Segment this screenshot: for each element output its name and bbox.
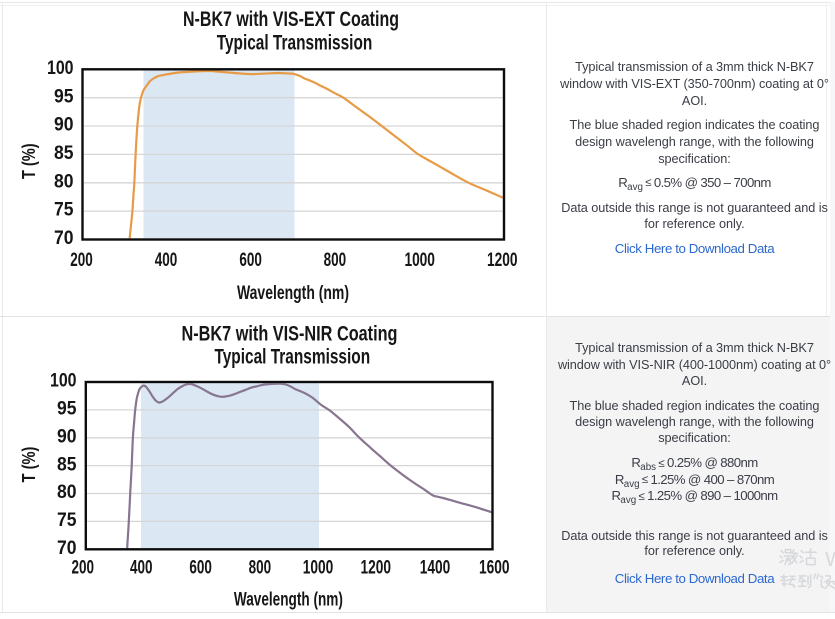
svg-text:800: 800 (249, 558, 272, 579)
svg-text:200: 200 (70, 250, 93, 271)
svg-text:100: 100 (47, 58, 74, 79)
svg-text:600: 600 (189, 558, 212, 579)
svg-text:85: 85 (57, 454, 77, 475)
svg-text:100: 100 (50, 371, 77, 392)
svg-text:85: 85 (54, 143, 74, 164)
svg-text:Typical Transmission: Typical Transmission (217, 30, 373, 54)
svg-text:1400: 1400 (420, 558, 451, 579)
svg-text:Typical Transmission: Typical Transmission (214, 345, 370, 369)
svg-text:70: 70 (54, 228, 74, 249)
svg-text:95: 95 (54, 86, 74, 107)
svg-text:N-BK7 with VIS-NIR Coating: N-BK7 with VIS-NIR Coating (182, 322, 398, 346)
svg-text:800: 800 (324, 250, 347, 271)
svg-text:200: 200 (72, 558, 95, 579)
svg-text:T (%): T (%) (18, 447, 39, 483)
svg-text:600: 600 (239, 250, 262, 271)
svg-text:W: W (825, 549, 835, 571)
svg-text:80: 80 (57, 482, 77, 503)
svg-text:400: 400 (130, 558, 153, 579)
svg-text:N-BK7 with VIS-EXT Coating: N-BK7 with VIS-EXT Coating (183, 7, 399, 31)
svg-text:75: 75 (57, 510, 77, 531)
svg-text:70: 70 (57, 538, 77, 559)
svg-text:1600: 1600 (479, 558, 510, 579)
svg-text:1000: 1000 (303, 558, 334, 579)
svg-text:T (%): T (%) (18, 143, 39, 179)
svg-text:80: 80 (54, 171, 74, 192)
svg-text:Wavelength (nm): Wavelength (nm) (237, 283, 349, 304)
svg-text:400: 400 (155, 250, 178, 271)
svg-text:95: 95 (57, 398, 77, 419)
svg-text:Wavelength (nm): Wavelength (nm) (234, 590, 343, 611)
svg-text:1200: 1200 (487, 250, 518, 271)
svg-text:1200: 1200 (361, 558, 392, 579)
svg-text:1000: 1000 (404, 250, 435, 271)
svg-text:90: 90 (57, 426, 77, 447)
svg-text:75: 75 (54, 200, 74, 221)
svg-text:90: 90 (54, 115, 74, 136)
